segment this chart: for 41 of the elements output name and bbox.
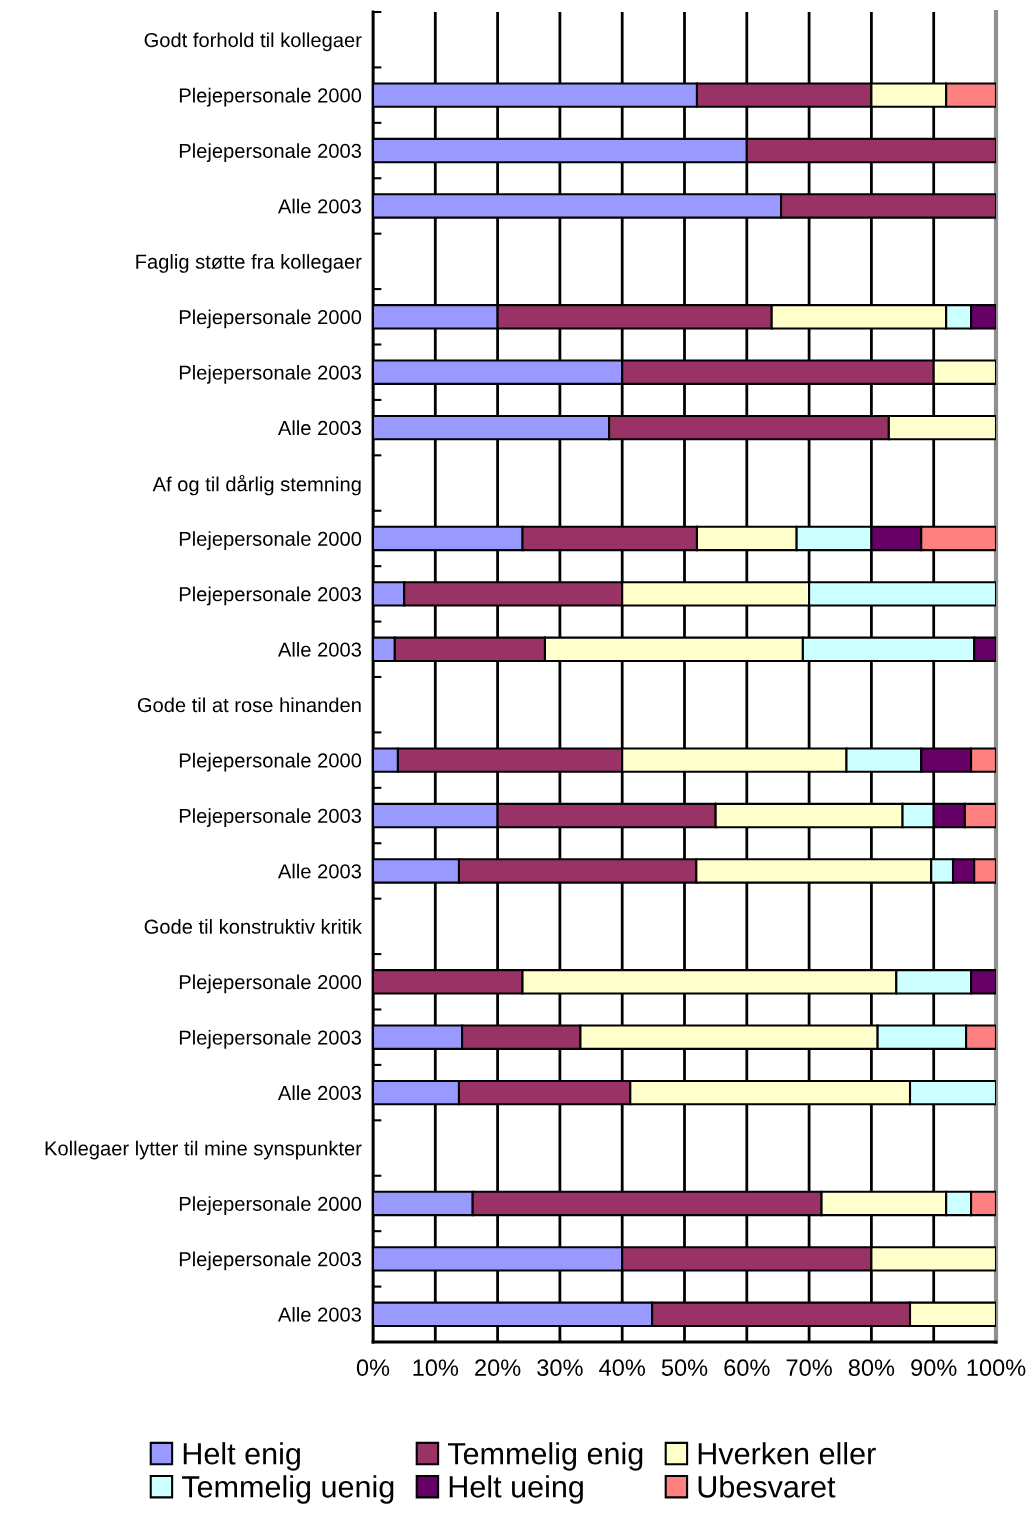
y-tick-label: Plejepersonale 2003 — [179, 1251, 362, 1271]
y-tick-label: Plejepersonale 2003 — [179, 364, 362, 384]
legend-label: Temmelig enig — [447, 1442, 643, 1471]
y-tick-label: Plejepersonale 2000 — [179, 309, 362, 329]
legend-label: Helt enig — [183, 1442, 300, 1471]
y-tick-label: Faglig støtte fra kollegaer — [136, 254, 362, 273]
y-tick-label: Plejepersonale 2000 — [179, 531, 362, 550]
y-tick-label: Godt forhold til kollegaer — [144, 32, 362, 52]
x-tick-label: 50% — [661, 1359, 708, 1377]
y-tick-label: Plejepersonale 2000 — [179, 1196, 362, 1215]
x-tick-label: 80% — [848, 1359, 895, 1377]
x-tick-label: 100% — [967, 1359, 1026, 1377]
y-tick-label: Gode til at rose hinanden — [137, 697, 361, 713]
x-tick-label: 90% — [911, 1359, 957, 1377]
x-tick-label: 30% — [537, 1359, 583, 1377]
x-tick-label: 60% — [724, 1359, 770, 1377]
y-tick-label: Alle 2003 — [277, 863, 362, 879]
legend-label: Helt ueing — [449, 1475, 583, 1504]
x-tick-label: 70% — [786, 1359, 832, 1377]
y-tick-label: Plejepersonale 2003 — [179, 143, 362, 163]
y-tick-label: Kollegaer lytter til mine synspunkter — [45, 1140, 362, 1160]
y-tick-label: Plejepersonale 2000 — [179, 87, 362, 107]
y-tick-label: Plejepersonale 2000 — [179, 974, 362, 994]
y-tick-label: Plejepersonale 2003 — [179, 1029, 362, 1049]
x-tick-label: 10% — [413, 1359, 459, 1377]
legend-label: Ubesvaret — [698, 1475, 836, 1498]
y-tick-label: Plejepersonale 2000 — [179, 752, 362, 772]
y-tick-label: Alle 2003 — [277, 198, 362, 214]
y-tick-label: Alle 2003 — [277, 420, 362, 436]
legend-label: Temmelig uenig — [181, 1475, 394, 1504]
y-tick-label: Plejepersonale 2003 — [179, 586, 362, 606]
x-tick-label: 0% — [356, 1359, 390, 1377]
y-tick-label: Plejepersonale 2003 — [179, 808, 362, 828]
y-tick-label: Alle 2003 — [277, 1306, 362, 1322]
legend-label: Hverken eller — [698, 1442, 876, 1465]
x-tick-label: 20% — [475, 1359, 521, 1377]
y-tick-label: Alle 2003 — [277, 1085, 362, 1101]
y-tick-label: Alle 2003 — [277, 641, 362, 657]
y-tick-label: Gode til konstruktiv kritik — [144, 919, 362, 934]
x-tick-label: 40% — [599, 1359, 645, 1377]
y-tick-label: Af og til dårlig stemning — [152, 474, 361, 496]
